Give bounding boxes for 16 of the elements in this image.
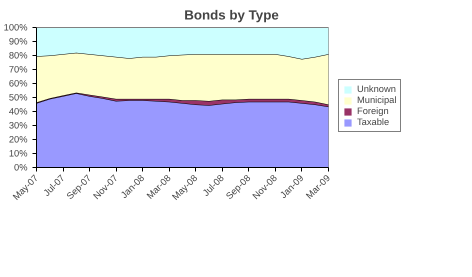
- y-tick-label: 40%: [8, 106, 28, 116]
- legend-label: Municipal: [357, 95, 396, 105]
- y-tick-label: 60%: [8, 78, 28, 88]
- legend-label: Taxable: [357, 117, 390, 127]
- y-tick-label: 30%: [8, 120, 28, 130]
- y-tick-label: 70%: [8, 64, 28, 74]
- legend-label: Unknown: [357, 84, 396, 94]
- y-tick-label: 80%: [8, 50, 28, 60]
- legend-label: Foreign: [357, 106, 389, 116]
- y-tick-label: 100%: [4, 22, 28, 32]
- y-tick-label: 90%: [8, 36, 28, 46]
- y-tick-label: 50%: [8, 92, 28, 102]
- y-tick-label: 0%: [14, 162, 28, 172]
- y-tick-label: 10%: [8, 148, 28, 158]
- y-tick-label: 20%: [8, 134, 28, 144]
- chart-title: Bonds by Type: [184, 8, 279, 22]
